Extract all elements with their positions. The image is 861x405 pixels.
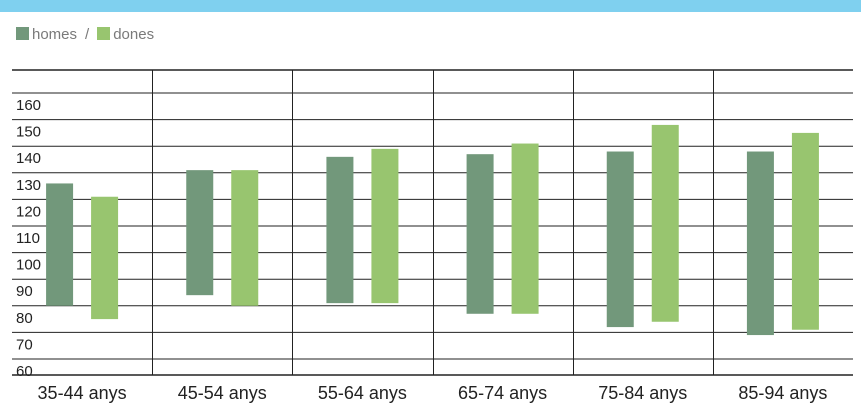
y-tick-label-140: 140 [16,150,41,167]
bar-dones-45-54-anys [231,170,259,306]
bar-homes-45-54-anys [186,170,214,296]
legend-label-dones: dones [113,26,155,43]
y-tick-label-110: 110 [16,230,40,247]
bar-homes-65-74-anys [466,154,494,314]
y-tick-label-160: 160 [16,97,41,114]
y-tick-label-90: 90 [16,283,33,300]
legend: homes / dones [16,26,154,44]
y-tick-label-100: 100 [16,257,41,274]
x-tick-label-85-94-anys: 85-94 anys [738,383,827,403]
bar-homes-55-64-anys [326,156,354,304]
top-accent-bar [0,0,861,12]
x-tick-label-55-64-anys: 55-64 anys [318,383,407,403]
bar-homes-35-44-anys [46,183,74,306]
bar-dones-85-94-anys [791,132,819,330]
legend-swatch-homes [16,27,29,40]
x-tick-label-45-54-anys: 45-54 anys [178,383,267,403]
bar-dones-35-44-anys [91,196,119,320]
legend-separator: / [85,26,90,43]
bar-homes-75-84-anys [606,151,634,328]
bar-dones-65-74-anys [511,143,539,314]
y-tick-label-150: 150 [16,124,41,141]
legend-swatch-dones [97,27,111,40]
bar-dones-75-84-anys [651,124,679,322]
y-tick-label-130: 130 [16,177,41,194]
y-tick-label-120: 120 [16,203,41,220]
bar-homes-85-94-anys [746,151,774,336]
y-tick-label-80: 80 [16,310,33,327]
bar-dones-55-64-anys [371,148,399,304]
legend-label-homes: homes [32,26,78,43]
y-tick-label-70: 70 [16,336,33,353]
x-tick-label-35-44-anys: 35-44 anys [38,383,127,403]
x-tick-label-65-74-anys: 65-74 anys [458,383,547,403]
x-tick-label-75-84-anys: 75-84 anys [598,383,687,403]
y-tick-label-60: 60 [16,363,33,380]
